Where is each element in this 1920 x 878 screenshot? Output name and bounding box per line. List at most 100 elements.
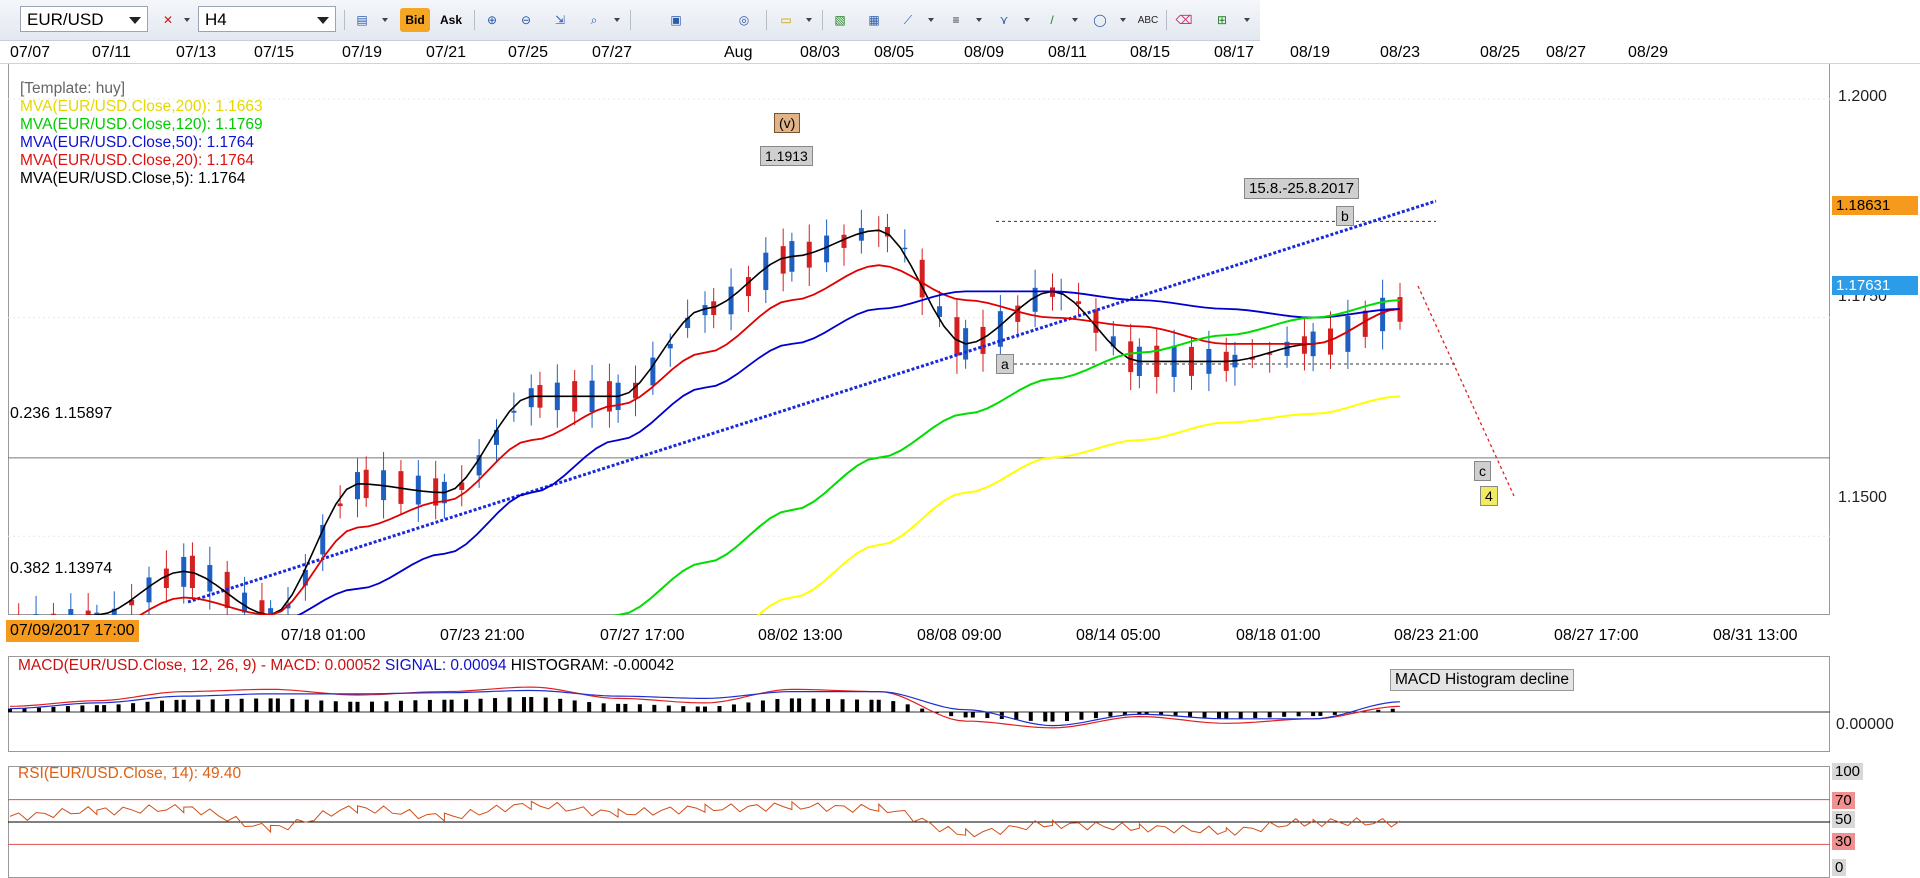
rsi-tick-50: 50 xyxy=(1832,811,1855,828)
hierarchy-icon[interactable]: ⊞ xyxy=(1216,13,1228,27)
macd-histogram-bar xyxy=(369,701,374,712)
macd-histogram-bar xyxy=(181,699,186,712)
chevron-down-icon[interactable] xyxy=(1024,18,1030,22)
bid-button[interactable]: Bid xyxy=(400,8,430,32)
chevron-down-icon[interactable] xyxy=(1120,18,1126,22)
date-label: 08/31 13:00 xyxy=(1713,627,1798,644)
macd-chart xyxy=(8,686,1830,729)
candle-body xyxy=(841,234,847,248)
macd-histogram-bar xyxy=(442,699,447,712)
ruler-icon[interactable]: ▭ xyxy=(780,13,792,27)
signal-line xyxy=(9,689,1401,727)
macd-histogram-bar xyxy=(616,703,621,712)
macd-histogram-bar xyxy=(160,700,165,712)
toolbar-divider xyxy=(822,10,823,30)
zoom-out-icon[interactable]: ⊖ xyxy=(520,13,532,27)
uptrend-line xyxy=(187,199,1437,604)
chevron-down-icon[interactable] xyxy=(976,18,982,22)
macd-histogram-bar xyxy=(1253,712,1258,719)
trendline-icon[interactable]: / xyxy=(1050,13,1054,27)
date-label: 08/02 13:00 xyxy=(758,627,843,644)
macd-histogram-bar xyxy=(478,698,483,712)
macd-histogram-bar xyxy=(507,697,512,712)
globe-icon[interactable]: ◎ xyxy=(738,13,750,27)
zoom-area-icon[interactable]: ⌕ xyxy=(590,12,598,27)
macd-histogram-bar xyxy=(1390,708,1395,712)
fib-236-label: 0.236 1.15897 xyxy=(10,405,113,422)
rsi-tick-70: 70 xyxy=(1832,792,1855,809)
macd-histogram-bar xyxy=(731,704,736,712)
fibonacci-icon[interactable]: ≡ xyxy=(952,13,960,27)
chevron-down-icon[interactable] xyxy=(1244,18,1250,22)
candle-body xyxy=(94,612,100,615)
chevron-down-icon[interactable] xyxy=(614,18,620,22)
candle-body xyxy=(937,306,943,317)
ellipse-icon[interactable]: ◯ xyxy=(1093,13,1107,27)
macd-histogram-bar xyxy=(637,704,642,712)
macd-histogram-bar xyxy=(760,700,765,712)
chevron-down-icon[interactable] xyxy=(806,18,812,22)
date-scale-top: 07/07 07/11 07/13 07/15 07/19 07/21 07/2… xyxy=(0,41,1920,64)
date-label: 08/03 xyxy=(800,44,841,61)
macd-histogram-bar xyxy=(1028,712,1033,721)
macd-histogram-bar xyxy=(985,712,990,719)
macd-histogram-bar xyxy=(963,712,968,718)
macd-histogram-bar xyxy=(449,699,454,712)
macd-histogram-bar xyxy=(703,706,707,712)
candle-body xyxy=(146,577,152,603)
layout-icon[interactable]: ▦ xyxy=(868,13,880,27)
macd-histogram-bar xyxy=(51,706,56,712)
macd-histogram-bar xyxy=(529,697,534,712)
price-chart xyxy=(8,98,1830,615)
wave-c-label: c xyxy=(1474,461,1491,481)
image-icon[interactable]: ▧ xyxy=(834,13,846,27)
candle-body xyxy=(259,600,265,615)
candle-body xyxy=(207,565,213,592)
date-label: 08/05 xyxy=(874,44,915,61)
chevron-down-icon[interactable] xyxy=(928,18,934,22)
macd-histogram-bar xyxy=(797,698,802,712)
legend-ma120: MVA(EUR/USD.Close,120): 1.1769 xyxy=(20,116,263,133)
macd-title-row: MACD(EUR/USD.Close, 12, 26, 9) - MACD: 0… xyxy=(18,657,674,675)
macd-histogram-bar xyxy=(1144,712,1149,715)
date-label: 07/21 xyxy=(426,44,467,61)
pitchfork-icon[interactable]: ⋎ xyxy=(999,13,1009,27)
candle-body xyxy=(1380,297,1386,332)
properties-icon[interactable]: ▣ xyxy=(670,13,682,27)
candle-body xyxy=(763,252,769,290)
date-label: 08/23 21:00 xyxy=(1394,627,1479,644)
macd-histogram-bar xyxy=(355,701,360,712)
ask-button[interactable]: Ask xyxy=(439,13,462,27)
text-tool-icon[interactable]: ABC xyxy=(1137,14,1159,26)
toolbar-divider xyxy=(474,10,475,30)
candle-body xyxy=(337,503,343,507)
macd-histogram-bar xyxy=(65,706,70,712)
date-label: 07/19 xyxy=(342,44,383,61)
candle-body xyxy=(954,317,960,356)
date-label: 07/13 xyxy=(176,44,217,61)
draw-lines-icon[interactable]: ⟋ xyxy=(903,12,913,27)
macd-histogram-bar xyxy=(1122,712,1127,716)
timeframe-select[interactable]: H4 xyxy=(198,6,336,32)
macd-histogram-bar xyxy=(1014,712,1019,720)
candle-body xyxy=(980,326,986,354)
chevron-down-icon[interactable] xyxy=(382,18,388,22)
candle-body xyxy=(528,388,534,408)
candle-body xyxy=(302,569,308,586)
chart-type-icon[interactable]: ▤ xyxy=(356,13,368,27)
zoom-fit-icon[interactable]: ⇲ xyxy=(554,13,566,27)
macd-histogram-bar xyxy=(572,700,577,712)
crosshair-icon[interactable]: ✕ xyxy=(162,13,174,27)
symbol-select[interactable]: EUR/USD xyxy=(20,6,148,32)
zoom-in-icon[interactable]: ⊕ xyxy=(486,13,498,27)
candle-body xyxy=(711,301,717,316)
macd-histogram-bar xyxy=(1267,712,1272,718)
chevron-down-icon[interactable] xyxy=(1072,18,1078,22)
price-panel[interactable] xyxy=(8,64,1830,615)
macd-histogram-bar xyxy=(1188,712,1193,718)
eraser-icon[interactable]: ⌫ xyxy=(1175,13,1193,27)
date-label: 07/27 17:00 xyxy=(600,627,685,644)
macd-histogram-bar xyxy=(464,699,469,712)
macd-zero-tick: 0.00000 xyxy=(1836,716,1894,733)
chevron-down-icon[interactable] xyxy=(184,18,190,22)
